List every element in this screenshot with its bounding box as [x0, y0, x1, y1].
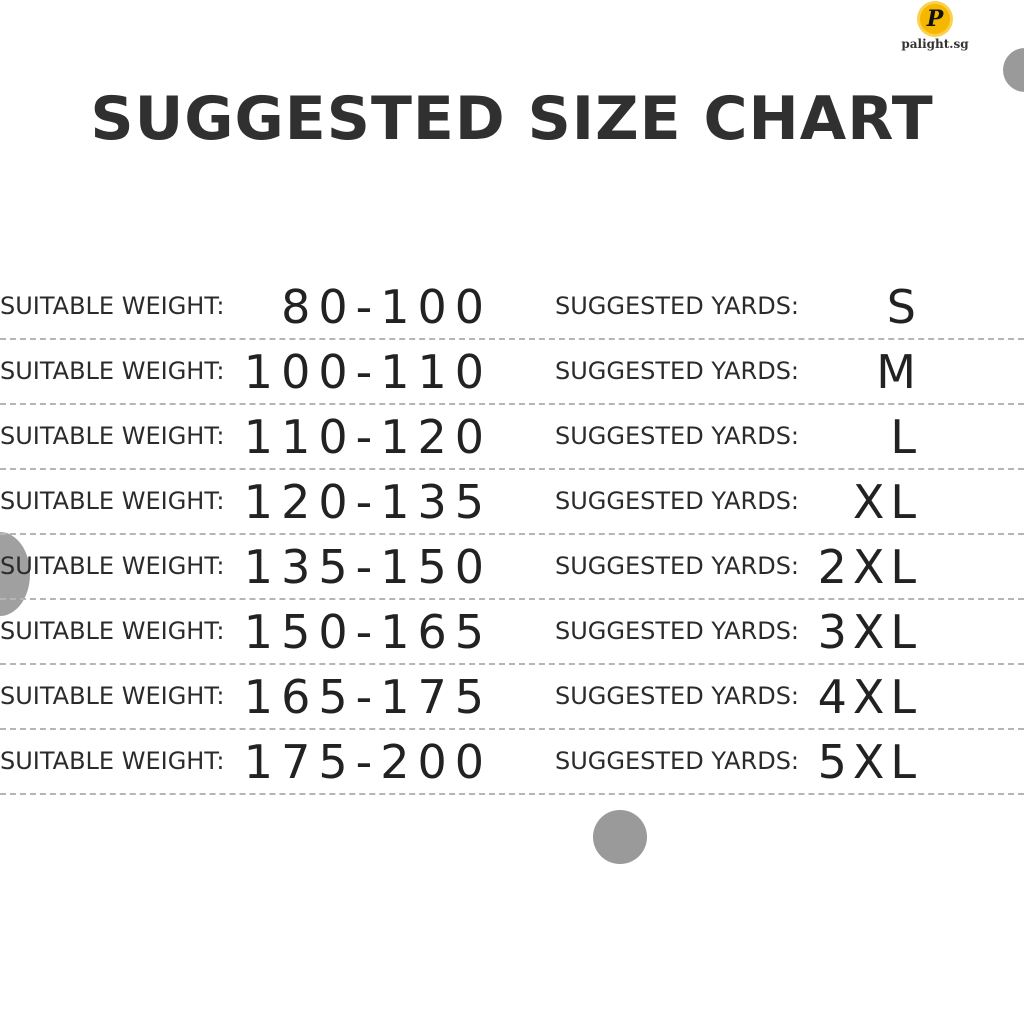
weight-range: 165-175 [243, 670, 492, 724]
size-value: 3XL [817, 605, 922, 659]
table-row: SUITABLE WEIGHT: 175-200 SUGGESTED YARDS: 5… [0, 730, 1024, 795]
table-row: SUITABLE WEIGHT: 100-110 SUGGESTED YARDS: M [0, 340, 1024, 405]
page-title: SUGGESTED SIZE CHART [90, 84, 934, 154]
weight-range: 120-135 [243, 475, 492, 529]
weight-label: SUITABLE WEIGHT: [0, 617, 225, 645]
size-value: 4XL [817, 670, 922, 724]
weight-label: SUITABLE WEIGHT: [0, 747, 225, 775]
weight-range: 135-150 [243, 540, 492, 594]
weight-label: SUITABLE WEIGHT: [0, 292, 225, 320]
decorative-dot [593, 810, 647, 864]
size-label: SUGGESTED YARDS: [555, 487, 800, 515]
weight-label: SUITABLE WEIGHT: [0, 552, 225, 580]
sun-logo-icon: P [920, 4, 950, 34]
weight-range: 175-200 [243, 735, 492, 789]
size-table: SUITABLE WEIGHT: 80-100 SUGGESTED YARDS: S S… [0, 275, 1024, 795]
size-value: XL [852, 475, 922, 529]
weight-range: 150-165 [243, 605, 492, 659]
table-row: SUITABLE WEIGHT: 165-175 SUGGESTED YARDS: 4… [0, 665, 1024, 730]
logo-text: palight.sg [901, 37, 969, 51]
weight-label: SUITABLE WEIGHT: [0, 682, 225, 710]
size-label: SUGGESTED YARDS: [555, 682, 800, 710]
decorative-dot [1003, 48, 1024, 92]
size-label: SUGGESTED YARDS: [555, 552, 800, 580]
weight-range: 110-120 [243, 410, 492, 464]
weight-label: SUITABLE WEIGHT: [0, 487, 225, 515]
size-label: SUGGESTED YARDS: [555, 617, 800, 645]
table-row: SUITABLE WEIGHT: 135-150 SUGGESTED YARDS: 2… [0, 535, 1024, 600]
weight-range: 80-100 [281, 280, 492, 334]
table-row: SUITABLE WEIGHT: 110-120 SUGGESTED YARDS: L [0, 405, 1024, 470]
size-label: SUGGESTED YARDS: [555, 357, 800, 385]
size-label: SUGGESTED YARDS: [555, 422, 800, 450]
table-row: SUITABLE WEIGHT: 150-165 SUGGESTED YARDS: 3… [0, 600, 1024, 665]
logo: P palight.sg [900, 4, 970, 51]
weight-label: SUITABLE WEIGHT: [0, 422, 225, 450]
weight-label: SUITABLE WEIGHT: [0, 357, 225, 385]
size-value: M [876, 345, 922, 399]
table-row: SUITABLE WEIGHT: 120-135 SUGGESTED YARDS: X… [0, 470, 1024, 535]
size-value: S [886, 280, 922, 334]
size-value: L [890, 410, 922, 464]
table-row: SUITABLE WEIGHT: 80-100 SUGGESTED YARDS: S [0, 275, 1024, 340]
size-label: SUGGESTED YARDS: [555, 747, 800, 775]
size-value: 5XL [817, 735, 922, 789]
weight-range: 100-110 [243, 345, 492, 399]
size-value: 2XL [817, 540, 922, 594]
size-label: SUGGESTED YARDS: [555, 292, 800, 320]
